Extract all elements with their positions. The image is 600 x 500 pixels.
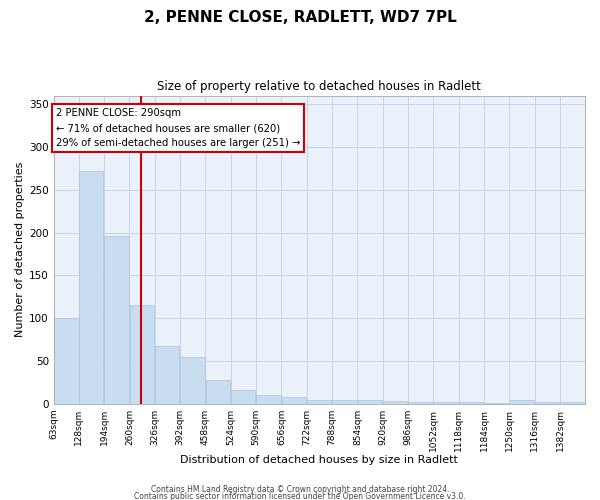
- Bar: [509, 400, 534, 404]
- Bar: [231, 390, 256, 404]
- Bar: [155, 346, 179, 404]
- Bar: [459, 402, 484, 404]
- Bar: [206, 380, 230, 404]
- Bar: [484, 403, 509, 404]
- Text: 2, PENNE CLOSE, RADLETT, WD7 7PL: 2, PENNE CLOSE, RADLETT, WD7 7PL: [143, 10, 457, 25]
- Bar: [560, 402, 585, 404]
- Bar: [434, 402, 458, 404]
- Bar: [256, 396, 281, 404]
- Bar: [54, 318, 79, 404]
- Bar: [104, 236, 129, 404]
- Bar: [130, 306, 154, 404]
- Bar: [383, 402, 407, 404]
- Bar: [535, 402, 559, 404]
- Bar: [358, 400, 382, 404]
- Text: Contains HM Land Registry data © Crown copyright and database right 2024.: Contains HM Land Registry data © Crown c…: [151, 485, 449, 494]
- Bar: [79, 171, 103, 404]
- Bar: [281, 397, 306, 404]
- Text: 2 PENNE CLOSE: 290sqm
← 71% of detached houses are smaller (620)
29% of semi-det: 2 PENNE CLOSE: 290sqm ← 71% of detached …: [56, 108, 300, 148]
- Bar: [307, 400, 331, 404]
- Y-axis label: Number of detached properties: Number of detached properties: [15, 162, 25, 338]
- Bar: [408, 402, 433, 404]
- Title: Size of property relative to detached houses in Radlett: Size of property relative to detached ho…: [157, 80, 481, 93]
- X-axis label: Distribution of detached houses by size in Radlett: Distribution of detached houses by size …: [181, 455, 458, 465]
- Text: Contains public sector information licensed under the Open Government Licence v3: Contains public sector information licen…: [134, 492, 466, 500]
- Bar: [332, 400, 357, 404]
- Bar: [180, 356, 205, 404]
